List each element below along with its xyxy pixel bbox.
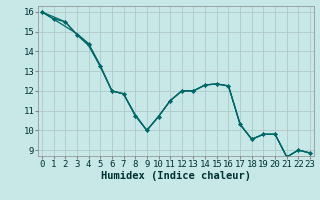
X-axis label: Humidex (Indice chaleur): Humidex (Indice chaleur) <box>101 171 251 181</box>
